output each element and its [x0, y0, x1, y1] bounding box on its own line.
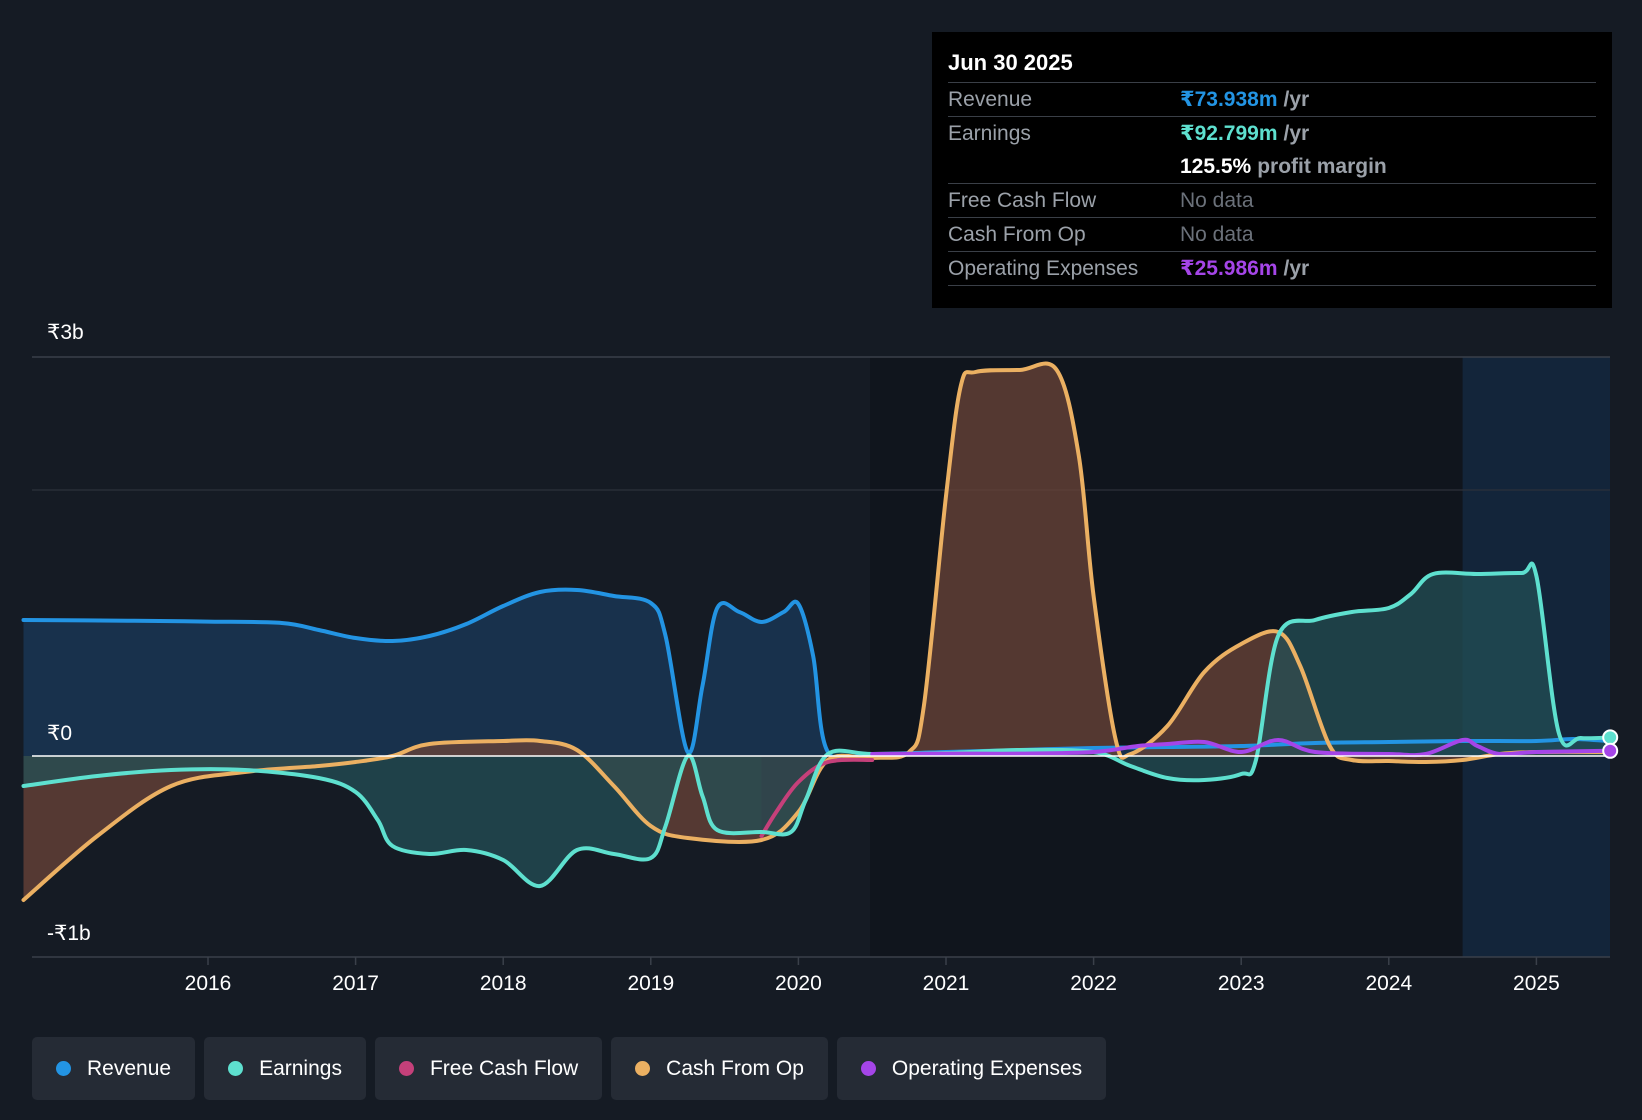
- legend-label-revenue: Revenue: [87, 1056, 172, 1080]
- tooltip-date: Jun 30 2025: [948, 48, 1596, 83]
- legend-item-revenue[interactable]: Revenue: [32, 1037, 196, 1100]
- tooltip-earnings-label: Earnings: [948, 121, 1031, 145]
- legend-label-cash-from-op: Cash From Op: [666, 1056, 804, 1080]
- line-operating-expenses: [870, 737, 1613, 758]
- legend-dot-free-cash-flow: [398, 1061, 414, 1076]
- y-label-bottom: -₹1b: [47, 922, 91, 945]
- tooltip-fcf-value: No data: [1180, 188, 1254, 212]
- tooltip-cfo-label: Cash From Op: [948, 222, 1086, 246]
- legend-dot-cash-from-op: [635, 1061, 651, 1076]
- y-label-zero: ₹0: [47, 722, 72, 745]
- legend: Revenue Earnings Free Cash Flow Cash Fro…: [32, 1037, 1107, 1100]
- legend-dot-operating-expenses: [860, 1061, 876, 1076]
- y-label-top: ₹3b: [47, 321, 84, 344]
- tooltip-row-revenue: Revenue ₹73.938m /yr: [948, 83, 1596, 117]
- legend-item-cash-from-op[interactable]: Cash From Op: [611, 1037, 828, 1100]
- x-tick-label-2019: 2019: [627, 972, 674, 995]
- legend-dot-earnings: [228, 1061, 244, 1076]
- marker-operating-expenses: [1602, 742, 1619, 759]
- x-tick-label-2024: 2024: [1365, 972, 1412, 995]
- legend-item-free-cash-flow[interactable]: Free Cash Flow: [374, 1037, 603, 1100]
- x-tick-label-2022: 2022: [1070, 972, 1117, 995]
- line-revenue: [21, 587, 1613, 762]
- tooltip-cfo-value: No data: [1180, 222, 1254, 246]
- legend-item-earnings[interactable]: Earnings: [204, 1037, 366, 1100]
- tooltip-earnings-unit: /yr: [1283, 121, 1310, 145]
- tooltip-opex-label: Operating Expenses: [948, 256, 1139, 280]
- line-cash-from-op: [21, 361, 1613, 902]
- tooltip-row-margin: 125.5% profit margin: [948, 150, 1596, 184]
- tooltip-fcf-label: Free Cash Flow: [948, 188, 1097, 212]
- legend-item-operating-expenses[interactable]: Operating Expenses: [836, 1037, 1107, 1100]
- area-earnings: [23, 563, 1611, 887]
- x-tick-label-2017: 2017: [332, 972, 379, 995]
- tooltip-row-fcf: Free Cash Flow No data: [948, 184, 1596, 218]
- legend-dot-revenue: [56, 1061, 71, 1076]
- tooltip-revenue-label: Revenue: [948, 87, 1033, 111]
- x-tick-label-2025: 2025: [1513, 972, 1560, 995]
- tooltip-opex-unit: /yr: [1283, 256, 1310, 280]
- x-tick-label-2018: 2018: [480, 972, 527, 995]
- tooltip-opex-value: ₹25.986m: [1180, 257, 1278, 280]
- legend-label-free-cash-flow: Free Cash Flow: [429, 1056, 579, 1080]
- tooltip-row-cfo: Cash From Op No data: [948, 218, 1596, 252]
- x-tick-label-2020: 2020: [775, 972, 822, 995]
- tooltip-panel: Jun 30 2025 Revenue ₹73.938m /yr Earning…: [932, 32, 1612, 308]
- tooltip-revenue-value: ₹73.938m: [1180, 88, 1278, 111]
- tooltip-earnings-value: ₹92.799m: [1180, 122, 1278, 145]
- tooltip-row-earnings: Earnings ₹92.799m /yr: [948, 117, 1596, 150]
- tooltip-margin-text: profit margin: [1257, 154, 1387, 178]
- x-tick-label-2021: 2021: [923, 972, 970, 995]
- area-revenue: [23, 589, 1611, 760]
- tooltip-revenue-unit: /yr: [1283, 87, 1310, 111]
- tooltip-margin-value: 125.5%: [1180, 154, 1252, 178]
- legend-label-earnings: Earnings: [259, 1056, 342, 1080]
- x-tick-label-2016: 2016: [185, 972, 232, 995]
- legend-label-operating-expenses: Operating Expenses: [891, 1056, 1083, 1080]
- tooltip-row-opex: Operating Expenses ₹25.986m /yr: [948, 252, 1596, 286]
- marker-earnings: [1602, 729, 1619, 746]
- line-free-cash-flow: [759, 757, 875, 838]
- x-tick-label-2023: 2023: [1218, 972, 1265, 995]
